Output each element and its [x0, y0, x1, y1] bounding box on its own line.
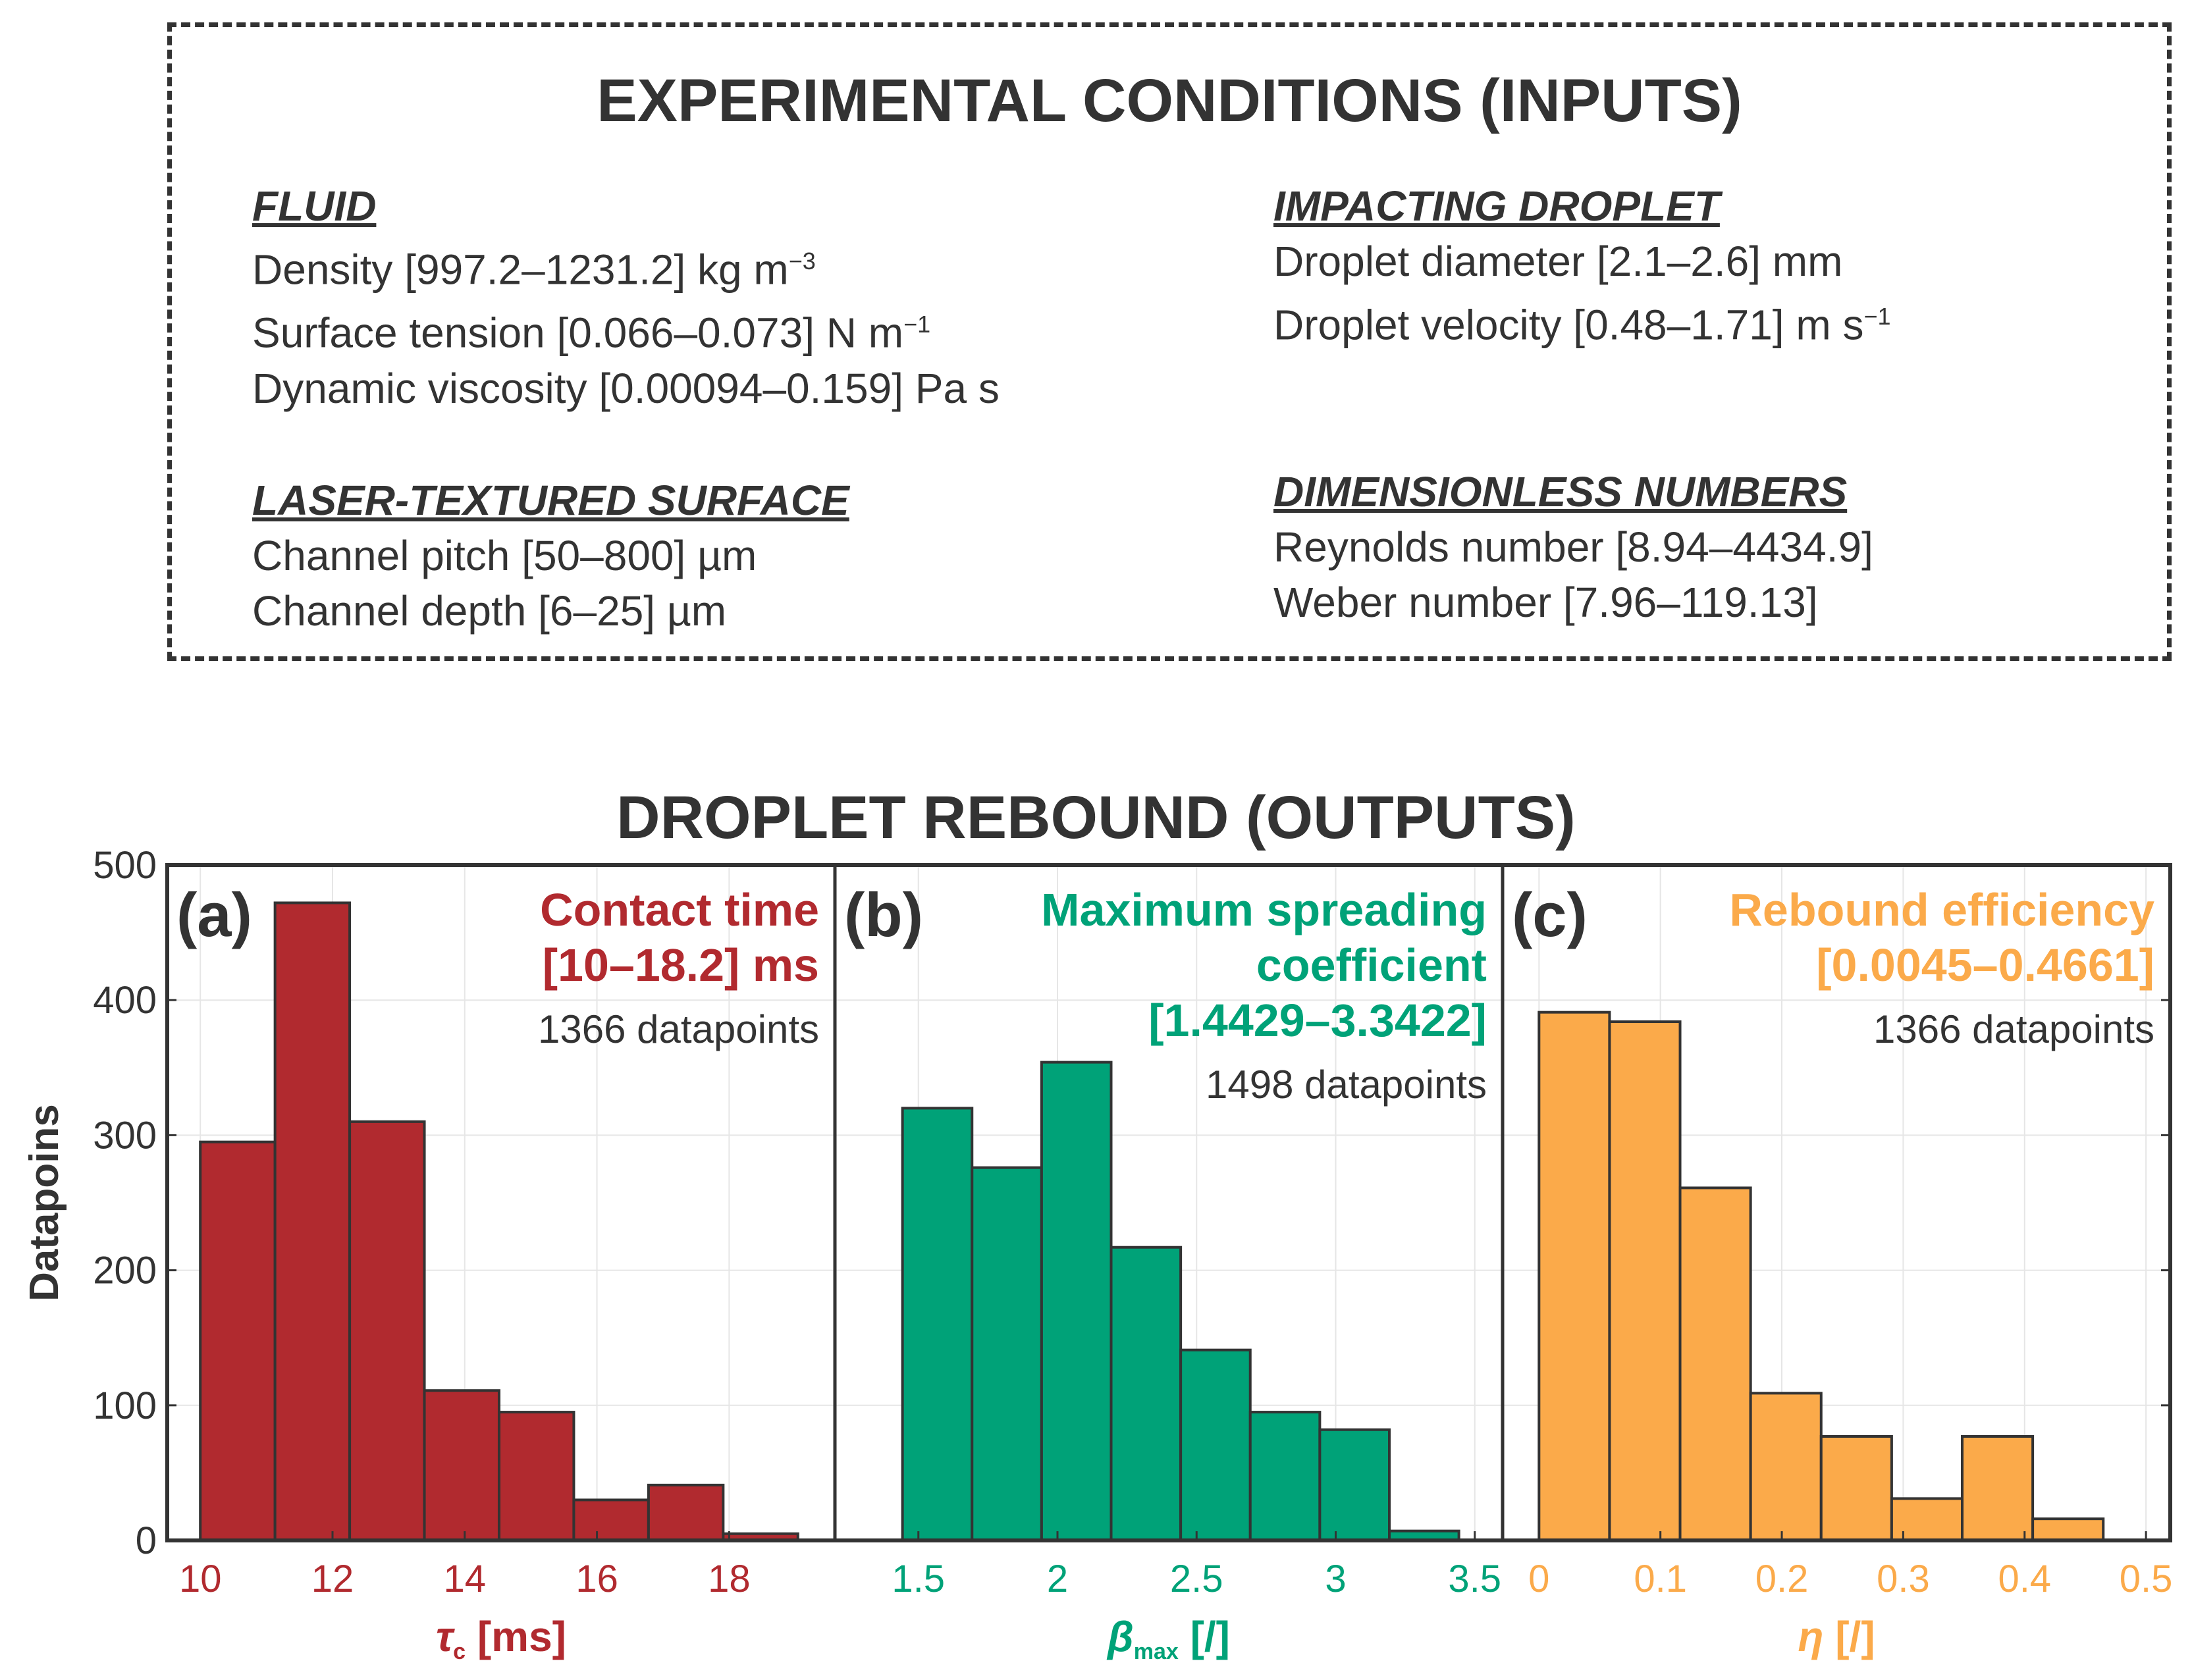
bar-c-6: [1961, 1434, 2035, 1542]
y-tick-label-3: 300: [93, 1114, 157, 1157]
bar-c-4: [1819, 1434, 1893, 1542]
bar-a-1: [273, 901, 352, 1542]
chart-frame: [165, 863, 2172, 1542]
x-tick-label-c-4: 0.4: [1998, 1558, 2051, 1600]
depth-line: Channel depth [6–25] µm: [252, 587, 727, 635]
datapoint-count-a: 1366 datapoints: [538, 1007, 819, 1051]
x-tick-label-a-1: 12: [311, 1558, 354, 1600]
bar-a-4: [497, 1411, 575, 1542]
density-exponent: −3: [788, 248, 816, 275]
diameter-line: Droplet diameter [2.1–2.6] mm: [1273, 238, 1843, 285]
fluid-heading: FLUID: [252, 182, 377, 230]
panel-letter-b: (b): [844, 880, 923, 949]
x-tick-label-b-0: 1.5: [892, 1558, 945, 1600]
bar-a-2: [348, 1120, 426, 1542]
y-tick-label-5: 500: [93, 844, 157, 887]
x-tick-label-b-2: 2.5: [1170, 1558, 1223, 1600]
y-tick-label-4: 400: [93, 979, 157, 1022]
x-axis-unit-b: [/]: [1179, 1613, 1230, 1660]
inputs-box: EXPERIMENTAL CONDITIONS (INPUTS) FLUID D…: [167, 22, 2172, 661]
surface-tension-text: Surface tension [0.066–0.073] N m: [252, 309, 904, 357]
panel-letter-a: (a): [176, 880, 252, 949]
bar-b-0: [901, 1107, 974, 1542]
panel-title-a-1: [10–18.2] ms: [543, 939, 819, 991]
droplet-heading: IMPACTING DROPLET: [1273, 182, 1720, 230]
x-axis-label-a: τc [ms]: [436, 1613, 566, 1664]
surface-tension-line: Surface tension [0.066–0.073] N m−1: [252, 297, 1000, 360]
density-text: Density [997.2–1231.2] kg m: [252, 246, 789, 294]
y-tick-label-0: 0: [136, 1519, 157, 1562]
bar-a-5: [572, 1498, 650, 1542]
x-axis-symbol-c: η: [1798, 1613, 1823, 1660]
bar-c-1: [1608, 1020, 1682, 1542]
x-axis-subscript-b: max: [1134, 1639, 1179, 1664]
y-axis-label: Datapoins: [22, 1104, 67, 1301]
weber-line: Weber number [7.96–119.13]: [1273, 579, 1818, 627]
x-axis-symbol-a: τ: [436, 1613, 455, 1660]
dimensionless-heading: DIMENSIONLESS NUMBERS: [1273, 468, 1848, 516]
bar-c-0: [1537, 1011, 1611, 1542]
panel-title-b-1: coefficient: [1256, 939, 1487, 991]
x-axis-label-b: βmax [/]: [1106, 1613, 1230, 1664]
x-axis-unit-c: [/]: [1823, 1613, 1875, 1660]
panel-title-a-0: Contact time: [540, 884, 819, 935]
bar-b-2: [1040, 1061, 1113, 1542]
x-tick-label-c-1: 0.1: [1634, 1558, 1687, 1600]
inputs-title: EXPERIMENTAL CONDITIONS (INPUTS): [597, 67, 1742, 134]
bar-b-4: [1179, 1348, 1252, 1542]
x-axis-label-c: η [/]: [1798, 1613, 1875, 1660]
velocity-line: Droplet velocity [0.48–1.71] m s−1: [1273, 289, 1890, 352]
bar-b-3: [1109, 1246, 1183, 1542]
density-line: Density [997.2–1231.2] kg m−3: [252, 234, 1000, 297]
histogram-chart: 10 12 14 16 18 τc [ms] (a) Contact time[10–18.2…: [22, 844, 2173, 1664]
outputs-title: DROPLET REBOUND (OUTPUTS): [616, 784, 1576, 851]
x-tick-label-b-3: 3: [1325, 1558, 1346, 1600]
pitch-line: Channel pitch [50–800] µm: [252, 531, 757, 579]
bar-a-0: [199, 1140, 277, 1542]
surface-tension-exponent: −1: [903, 311, 931, 338]
x-tick-label-c-2: 0.2: [1755, 1558, 1809, 1600]
velocity-exponent: −1: [1863, 303, 1891, 330]
x-tick-label-a-0: 10: [179, 1558, 222, 1600]
viscosity-line: Dynamic viscosity [0.00094–0.159] Pa s: [252, 364, 1000, 412]
panel-title-c-1: [0.0045–0.4661]: [1816, 939, 2154, 991]
bar-c-7: [2031, 1517, 2105, 1542]
bar-b-1: [971, 1166, 1043, 1542]
datapoint-count-c: 1366 datapoints: [1873, 1007, 2154, 1051]
bar-c-3: [1749, 1392, 1823, 1542]
velocity-text: Droplet velocity [0.48–1.71] m s: [1273, 301, 1864, 349]
panel-title-b-2: [1.4429–3.3422]: [1148, 995, 1487, 1046]
x-tick-label-b-4: 3.5: [1448, 1558, 1501, 1600]
x-tick-label-c-3: 0.3: [1877, 1558, 1930, 1600]
datapoint-count-b: 1498 datapoints: [1206, 1063, 1487, 1107]
panel-letter-c: (c): [1512, 880, 1588, 949]
x-tick-label-b-1: 2: [1047, 1558, 1068, 1600]
y-tick-label-1: 100: [93, 1384, 157, 1427]
x-axis-subscript-a: c: [453, 1639, 466, 1664]
panel-title-c-0: Rebound efficiency: [1729, 884, 2154, 935]
spacer: [1273, 352, 1890, 407]
fluid-section: FLUID Density [997.2–1231.2] kg m−3 Surf…: [252, 178, 1000, 639]
bar-a-6: [647, 1483, 725, 1542]
x-axis-symbol-b: β: [1106, 1613, 1134, 1660]
x-axis-unit-a: [ms]: [466, 1613, 566, 1660]
reynolds-line: Reynolds number [8.94–4434.9]: [1273, 523, 1873, 571]
x-tick-label-c-5: 0.5: [2120, 1558, 2173, 1600]
x-tick-label-a-4: 18: [708, 1558, 751, 1600]
droplet-section: IMPACTING DROPLET Droplet diameter [2.1–…: [1273, 178, 1890, 630]
panel-title-b-0: Maximum spreading: [1041, 884, 1487, 935]
bar-b-5: [1248, 1411, 1322, 1542]
bar-a-3: [423, 1389, 500, 1542]
x-tick-label-a-2: 14: [444, 1558, 487, 1600]
x-tick-label-c-0: 0: [1528, 1558, 1549, 1600]
bar-b-6: [1318, 1428, 1391, 1542]
y-tick-label-2: 200: [93, 1249, 157, 1292]
bar-c-2: [1678, 1186, 1752, 1542]
surface-heading: LASER-TEXTURED SURFACE: [252, 476, 849, 524]
x-tick-label-a-3: 16: [575, 1558, 618, 1600]
